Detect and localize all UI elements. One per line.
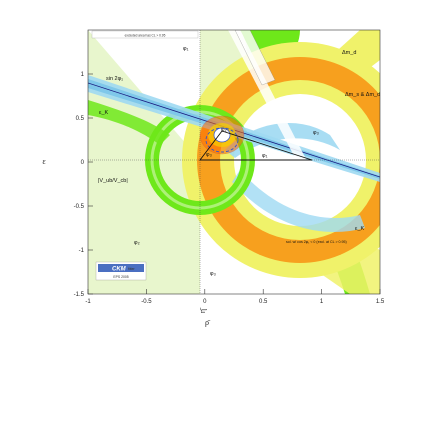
label-phi1-top: φ₁ bbox=[183, 46, 189, 52]
constraint-regions bbox=[88, 30, 380, 294]
angle-phi2: φ₂ bbox=[221, 127, 227, 133]
y-tick-label: -0.5 bbox=[74, 204, 85, 210]
y-tick-label: 1 bbox=[81, 72, 85, 78]
ckmfitter-logo-tag: EPS 2005 bbox=[113, 275, 128, 279]
x-tick-label: -1 bbox=[85, 299, 91, 305]
x-axis: -1 -0.5 0 0.5 1 1.5 bbox=[85, 289, 385, 305]
angle-phi1: φ₁ bbox=[262, 153, 268, 159]
label-dms-dmd: Δm_s & Δm_d bbox=[345, 92, 380, 98]
apex-contour-dashed bbox=[205, 127, 239, 153]
epsilon-k-left bbox=[88, 100, 170, 145]
phi1-hatched bbox=[234, 30, 276, 86]
label-sin2phi1: sin 2φ₁ bbox=[106, 76, 123, 82]
angle-phi3: φ₃ bbox=[206, 152, 212, 158]
unitarity-triangle bbox=[199, 130, 313, 161]
x-axis-label: ρ̄ bbox=[205, 318, 211, 327]
x-tick-label: 0 bbox=[203, 299, 207, 305]
axis-marker-label: ε bbox=[42, 157, 46, 166]
label-vub-vcb: |V_ub/V_cb| bbox=[98, 178, 128, 184]
phi1-wedge bbox=[228, 30, 332, 215]
y-tick-label: -1 bbox=[79, 248, 85, 254]
label-epsilon-k: ε_K bbox=[99, 110, 109, 116]
y-tick-label: 0 bbox=[81, 160, 85, 166]
y-axis: -1.5 -1 -0.5 0 0.5 1 bbox=[74, 72, 93, 298]
x-tick-label: 0.5 bbox=[259, 299, 268, 305]
label-dmd: Δm_d bbox=[342, 50, 356, 56]
ckmfitter-logo-subtitle: fitter bbox=[128, 267, 135, 271]
top-legend-box bbox=[91, 30, 199, 39]
y-tick-label: 0.5 bbox=[76, 116, 85, 122]
y-tick-label: -1.5 bbox=[74, 292, 85, 298]
x-tick-label: 1 bbox=[320, 299, 324, 305]
x-tick-label: 1.5 bbox=[376, 299, 385, 305]
label-epsilon-k-right: ε_K bbox=[355, 226, 365, 232]
ckmfitter-logo-banner bbox=[98, 264, 144, 272]
label-phi3-upper: φ₃ bbox=[313, 130, 319, 136]
x-tick-label: -0.5 bbox=[141, 299, 152, 305]
label-phi2: φ₂ bbox=[134, 240, 140, 246]
top-legend-text: excluded area has CL > 0.95 bbox=[125, 34, 166, 38]
y-axis-label: η̄ bbox=[198, 307, 207, 313]
ckmfitter-logo-text: CKM bbox=[112, 267, 127, 273]
label-cos2phi1: sol. w/ cos 2φ₁ < 0 (excl. at CL > 0.95) bbox=[286, 240, 347, 244]
label-phi3: φ₃ bbox=[210, 271, 216, 277]
